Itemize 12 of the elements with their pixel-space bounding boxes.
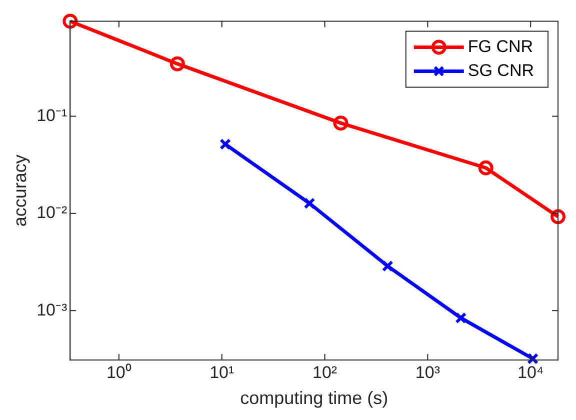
x-tick-label: 10¹ [210, 362, 234, 382]
legend-label: SG CNR [468, 60, 534, 80]
x-tick-label: 10³ [415, 362, 440, 382]
y-tick-label: 10⁻² [36, 203, 68, 222]
x-tick-label: 10² [312, 362, 338, 382]
x-tick-label: 10⁰ [106, 362, 132, 382]
y-axis-title: accuracy [10, 154, 30, 227]
x-axis-title: computing time (s) [240, 388, 388, 408]
legend-label: FG CNR [468, 36, 534, 56]
y-tick-label: 10⁻¹ [36, 106, 68, 125]
y-tick-label: 10⁻³ [36, 300, 68, 320]
x-tick-label: 10⁴ [518, 362, 544, 382]
